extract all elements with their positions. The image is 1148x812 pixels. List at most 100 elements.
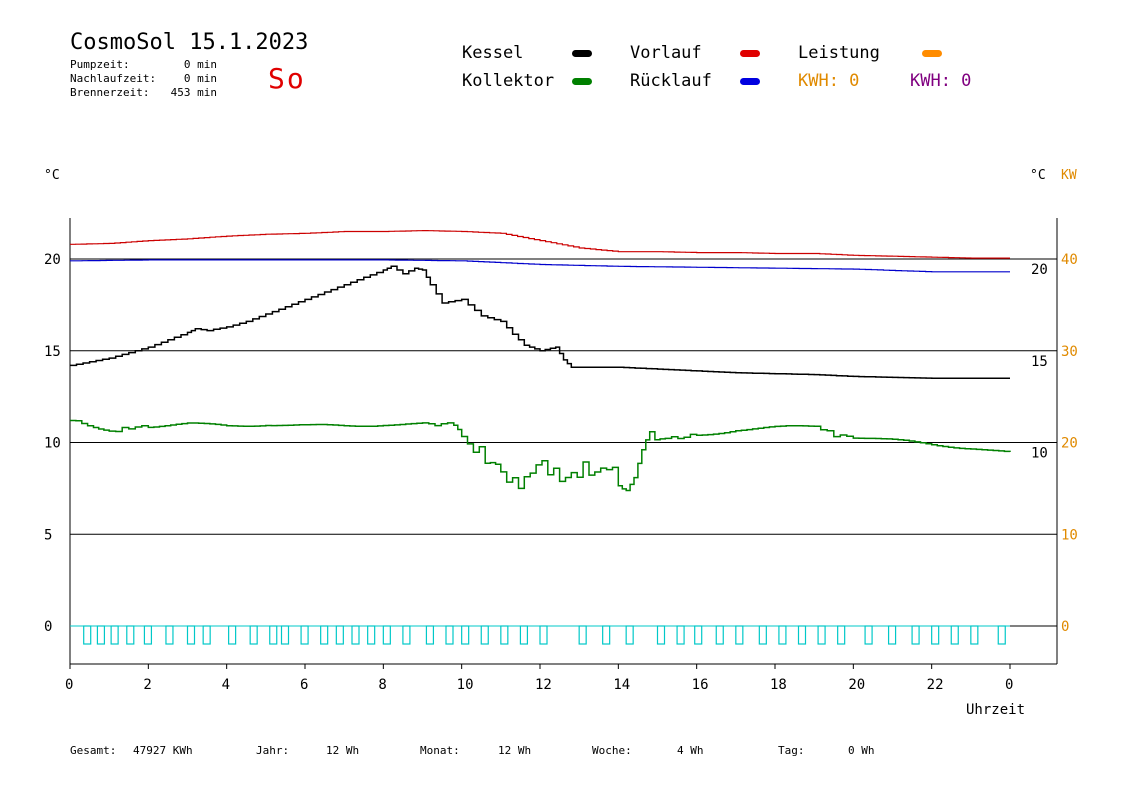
right-axis-unit-kw: KW bbox=[1061, 168, 1077, 183]
series-ruecklauf bbox=[70, 259, 1010, 273]
legend-swatch-leistung bbox=[922, 50, 942, 57]
stat-pumpzeit-label: Pumpzeit: bbox=[70, 58, 130, 71]
x-tick-label: 10 bbox=[457, 677, 474, 693]
y-left-tick-label: 10 bbox=[44, 436, 61, 452]
stat-brennerzeit-value: 453 min bbox=[170, 86, 217, 99]
y-left-tick-label: 5 bbox=[44, 527, 52, 543]
x-tick-label: 14 bbox=[613, 677, 630, 693]
pump-block bbox=[320, 625, 329, 645]
pump-block bbox=[778, 625, 787, 645]
series-vorlauf bbox=[70, 230, 1010, 259]
pump-block bbox=[96, 625, 106, 645]
legend-label-kollektor: Kollektor bbox=[462, 71, 555, 91]
pump-block bbox=[887, 625, 897, 645]
pump-block bbox=[676, 625, 685, 645]
legend-label-kessel: Kessel bbox=[462, 43, 524, 63]
x-tick-label: 4 bbox=[222, 677, 230, 693]
stat-pumpzeit-value: 0 min bbox=[183, 58, 217, 71]
y-right-kw-tick-label: 10 bbox=[1061, 527, 1078, 543]
pump-block bbox=[911, 625, 920, 645]
y-left-tick-label: 15 bbox=[44, 344, 61, 360]
legend-swatch-vorlauf bbox=[740, 50, 760, 57]
x-tick-label: 22 bbox=[927, 677, 944, 693]
footer-monat-value: 12 Wh bbox=[498, 744, 532, 757]
pump-block bbox=[758, 625, 767, 645]
stat-nachlaufzeit-label: Nachlaufzeit: bbox=[70, 72, 157, 85]
pump-activity bbox=[83, 625, 1006, 645]
pump-block bbox=[602, 625, 611, 645]
x-tick-label: 12 bbox=[535, 677, 552, 693]
weekday-label: So bbox=[268, 62, 306, 95]
pump-block bbox=[143, 625, 153, 645]
kwh-leistung-value: KWH: 0 bbox=[798, 71, 860, 91]
y-right-tick-label: 15 bbox=[1031, 354, 1048, 370]
legend-swatch-kollektor bbox=[572, 78, 592, 85]
pump-block bbox=[480, 625, 489, 645]
y-right-kw-tick-label: 20 bbox=[1061, 436, 1078, 452]
footer-tag-label: Tag: bbox=[778, 744, 805, 757]
pump-block bbox=[500, 625, 509, 645]
pump-block bbox=[950, 625, 959, 645]
pump-block bbox=[864, 625, 873, 645]
pump-block bbox=[578, 625, 587, 645]
footer-jahr-value: 12 Wh bbox=[326, 744, 360, 757]
chart-series bbox=[70, 230, 1011, 492]
footer-jahr-label: Jahr: bbox=[256, 744, 290, 757]
x-axis-label: Uhrzeit bbox=[966, 702, 1026, 718]
pump-block bbox=[202, 625, 211, 645]
left-axis-unit: °C bbox=[44, 168, 60, 183]
series-kessel bbox=[70, 265, 1010, 380]
legend-label-leistung: Leistung bbox=[798, 43, 880, 63]
pump-block bbox=[519, 625, 529, 645]
x-tick-label: 18 bbox=[770, 677, 787, 693]
pump-block bbox=[269, 625, 278, 645]
pump-block bbox=[382, 625, 391, 645]
pump-block bbox=[186, 625, 196, 645]
pump-block bbox=[931, 625, 940, 645]
page-title: CosmoSol 15.1.2023 bbox=[70, 30, 309, 55]
y-right-kw-tick-label: 0 bbox=[1061, 619, 1069, 635]
pump-block bbox=[367, 625, 376, 645]
pump-block bbox=[539, 625, 548, 645]
pump-block bbox=[997, 625, 1006, 645]
pump-block bbox=[126, 625, 135, 645]
pump-block bbox=[625, 625, 634, 645]
footer-gesamt-label: Gesamt: bbox=[70, 744, 117, 757]
pump-block bbox=[335, 625, 344, 645]
pump-block bbox=[656, 625, 666, 645]
y-left-tick-label: 20 bbox=[44, 252, 61, 268]
x-tick-label: 0 bbox=[1005, 677, 1013, 693]
pump-block bbox=[970, 625, 979, 645]
pump-block bbox=[445, 625, 454, 645]
pump-block bbox=[715, 625, 724, 645]
pump-block bbox=[402, 625, 411, 645]
x-tick-label: 20 bbox=[848, 677, 865, 693]
pump-block bbox=[797, 625, 807, 645]
x-tick-label: 2 bbox=[143, 677, 151, 693]
x-tick-label: 0 bbox=[65, 677, 73, 693]
y-right-tick-label: 10 bbox=[1031, 446, 1048, 462]
series-kollektor bbox=[70, 419, 1011, 492]
footer-tag-value: 0 Wh bbox=[848, 744, 875, 757]
legend-label-ruecklauf: Rücklauf bbox=[630, 71, 712, 91]
footer-gesamt-value: 47927 KWh bbox=[133, 744, 193, 757]
kwh-second-value: KWH: 0 bbox=[910, 71, 972, 91]
y-left-tick-label: 0 bbox=[44, 619, 52, 635]
pump-block bbox=[249, 625, 258, 645]
pump-block bbox=[461, 625, 470, 645]
stat-nachlaufzeit-value: 0 min bbox=[183, 72, 217, 85]
pump-block bbox=[165, 625, 174, 645]
legend-swatch-kessel bbox=[572, 50, 592, 57]
footer-woche-label: Woche: bbox=[592, 744, 632, 757]
pump-block bbox=[110, 625, 119, 645]
footer-woche-value: 4 Wh bbox=[677, 744, 704, 757]
legend-swatch-ruecklauf bbox=[740, 78, 760, 85]
pump-block bbox=[817, 625, 826, 645]
pump-block bbox=[228, 625, 237, 645]
x-tick-label: 6 bbox=[300, 677, 308, 693]
y-right-tick-label: 20 bbox=[1031, 262, 1048, 278]
pump-block bbox=[280, 625, 290, 645]
y-right-kw-tick-label: 40 bbox=[1061, 252, 1078, 268]
right-axis-unit: °C bbox=[1030, 168, 1046, 183]
